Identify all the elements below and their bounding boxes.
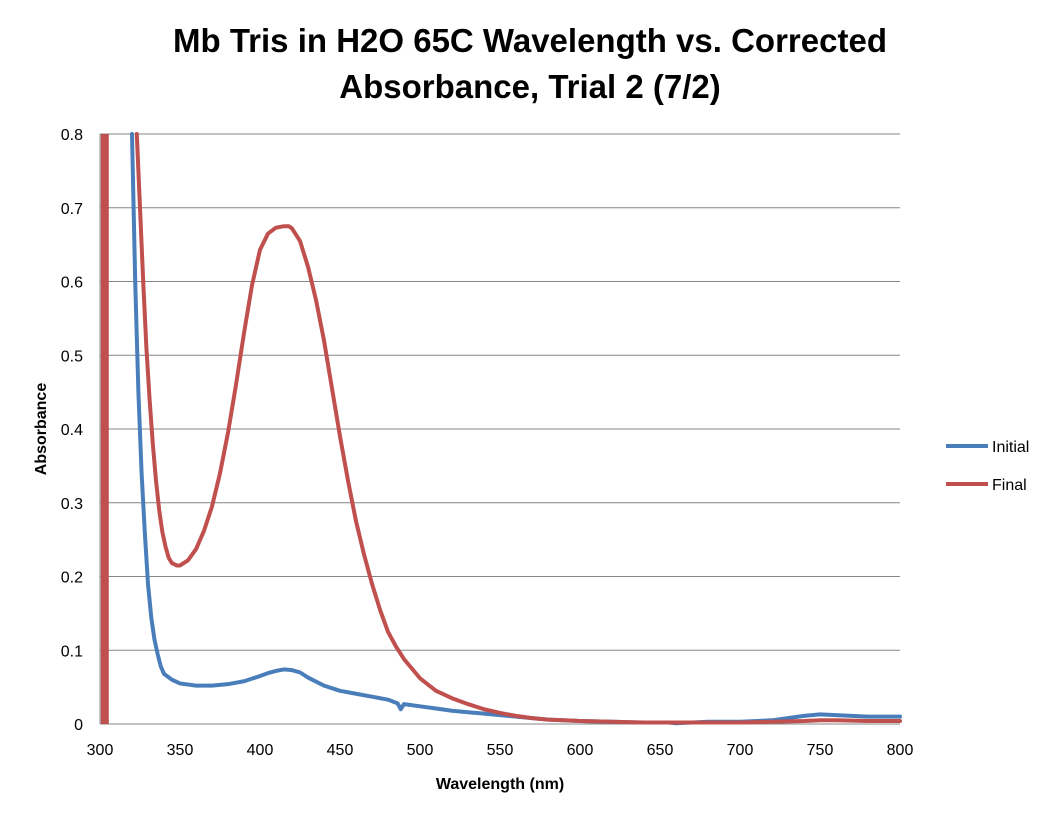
y-tick-label: 0.4 [61, 422, 83, 439]
chart-title: Mb Tris in H2O 65C Wavelength vs. Correc… [0, 18, 1060, 110]
legend: Initial Final [946, 439, 1029, 494]
y-tick-label: 0.7 [61, 201, 83, 218]
x-tick-label: 600 [567, 742, 594, 759]
chart-title-line-1: Mb Tris in H2O 65C Wavelength vs. Correc… [173, 22, 887, 59]
y-tick-label: 0 [74, 717, 83, 734]
gridlines [100, 133, 900, 651]
series-line-final [134, 132, 902, 725]
x-tick-label: 650 [647, 742, 674, 759]
y-axis-title: Absorbance [33, 383, 50, 476]
x-tick-label: 550 [487, 742, 514, 759]
y-tick-label: 0.1 [61, 643, 83, 660]
x-tick-label: 400 [247, 742, 274, 759]
x-tick-label: 450 [327, 742, 354, 759]
legend-label-initial: Initial [992, 439, 1029, 456]
x-tick-label: 350 [167, 742, 194, 759]
y-tick-label: 0.3 [61, 496, 83, 513]
y-tick-label: 0.8 [61, 127, 83, 144]
y-tick-label: 0.2 [61, 570, 83, 587]
y-tick-label: 0.5 [61, 348, 83, 365]
tick-labels: 300 350 400 450 500 550 600 650 700 750 800 0 0.1 0.2… [61, 127, 914, 759]
x-axis-title: Wavelength (nm) [436, 776, 564, 793]
x-tick-label: 800 [887, 742, 914, 759]
chart-title-line-2: Absorbance, Trial 2 (7/2) [339, 68, 721, 105]
x-tick-label: 300 [87, 742, 114, 759]
series-layer [100, 132, 902, 726]
x-tick-label: 750 [807, 742, 834, 759]
legend-label-final: Final [992, 477, 1027, 494]
axes [99, 134, 900, 725]
y-tick-label: 0.6 [61, 275, 83, 292]
x-tick-label: 700 [727, 742, 754, 759]
x-tick-label: 500 [407, 742, 434, 759]
